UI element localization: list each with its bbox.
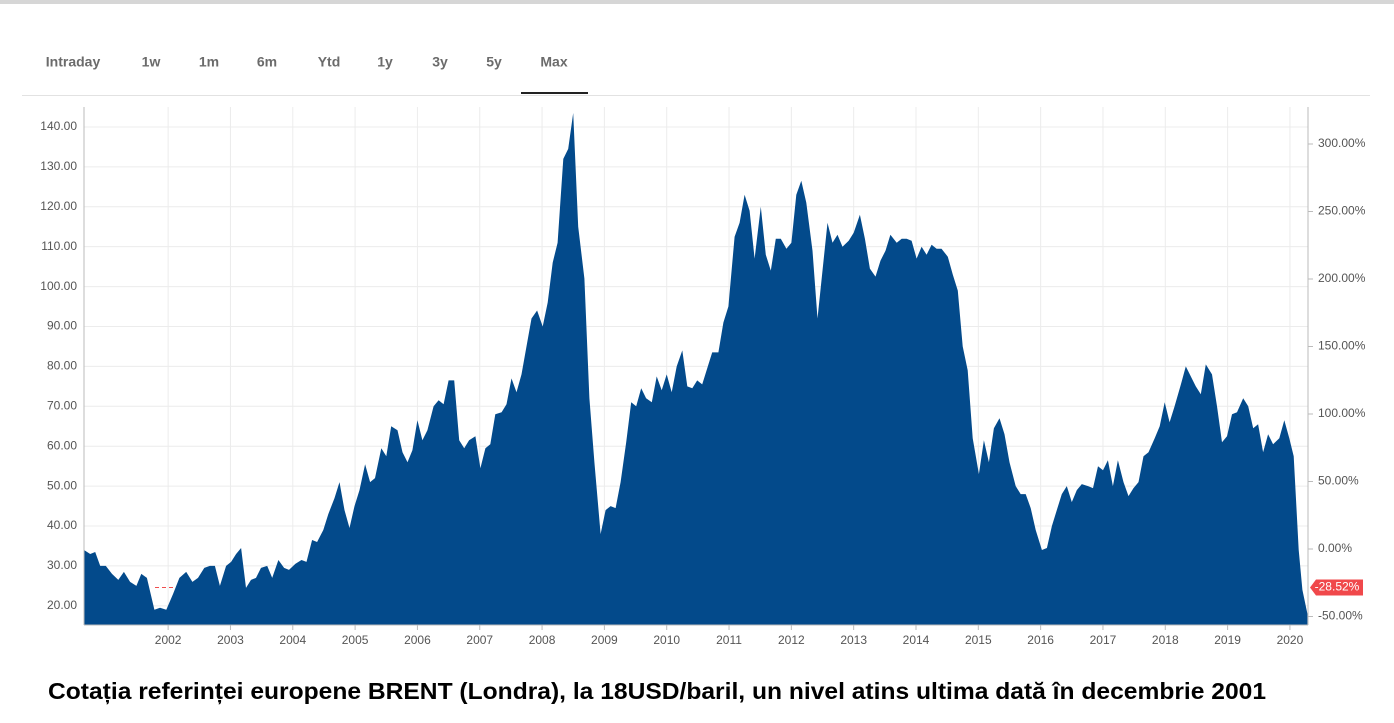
x-tick-label: 2014	[903, 633, 930, 647]
current-level-badge	[1310, 579, 1363, 596]
y-tick-label: 100.00	[40, 279, 77, 293]
y-tick-label: 70.00	[47, 398, 77, 412]
range-tab[interactable]: 6m	[257, 54, 277, 70]
x-tick-label: 2004	[279, 633, 306, 647]
caption: Cotația referinței europene BRENT (Londr…	[48, 678, 1266, 705]
range-tab[interactable]: 1w	[142, 54, 161, 70]
top-border	[0, 0, 1394, 4]
y-tick-label: 30.00	[47, 558, 77, 572]
y2-tick-label: 250.00%	[1318, 204, 1366, 218]
x-tick-label: 2012	[778, 633, 805, 647]
y-tick-label: 130.00	[40, 159, 77, 173]
y2-tick-label: 150.00%	[1318, 339, 1366, 353]
y2-tick-label: 100.00%	[1318, 406, 1366, 420]
x-tick-label: 2020	[1277, 633, 1304, 647]
y-tick-label: 140.00	[40, 119, 77, 133]
x-tick-label: 2007	[466, 633, 493, 647]
y-tick-label: 40.00	[47, 518, 77, 532]
range-tab[interactable]: 5y	[486, 54, 502, 70]
range-tab[interactable]: Intraday	[46, 54, 101, 70]
range-tab[interactable]: 3y	[432, 54, 448, 70]
y-tick-label: 90.00	[47, 319, 77, 333]
y2-tick-label: 0.00%	[1318, 541, 1352, 555]
range-tab[interactable]: Max	[540, 54, 567, 70]
y-tick-label: 120.00	[40, 199, 77, 213]
x-tick-label: 2011	[716, 633, 742, 647]
range-tab[interactable]: Ytd	[318, 54, 341, 70]
y-tick-label: 80.00	[47, 359, 77, 373]
y2-tick-label: 200.00%	[1318, 271, 1366, 285]
x-tick-label: 2008	[529, 633, 556, 647]
x-tick-label: 2005	[342, 633, 369, 647]
x-tick-label: 2009	[591, 633, 618, 647]
y2-tick-label: -50.00%	[1318, 609, 1363, 623]
x-tick-label: 2003	[217, 633, 244, 647]
x-tick-label: 2016	[1027, 633, 1054, 647]
y-tick-label: 50.00	[47, 478, 77, 492]
x-tick-label: 2010	[653, 633, 680, 647]
y-tick-label: 60.00	[47, 438, 77, 452]
y-tick-label: 20.00	[47, 598, 77, 612]
x-tick-label: 2018	[1152, 633, 1179, 647]
y2-tick-label: 300.00%	[1318, 136, 1366, 150]
range-tab[interactable]: 1m	[199, 54, 219, 70]
x-tick-label: 2002	[155, 633, 182, 647]
x-tick-label: 2006	[404, 633, 431, 647]
x-tick-label: 2017	[1090, 633, 1117, 647]
active-tab-underline	[521, 92, 588, 94]
y-tick-label: 110.00	[41, 239, 77, 253]
range-tab[interactable]: 1y	[377, 54, 393, 70]
x-tick-label: 2013	[840, 633, 867, 647]
current-level-label: -28.52%	[1315, 580, 1360, 594]
x-tick-label: 2015	[965, 633, 992, 647]
price-area	[84, 113, 1308, 625]
x-tick-label: 2019	[1214, 633, 1241, 647]
y2-tick-label: 50.00%	[1318, 474, 1359, 488]
